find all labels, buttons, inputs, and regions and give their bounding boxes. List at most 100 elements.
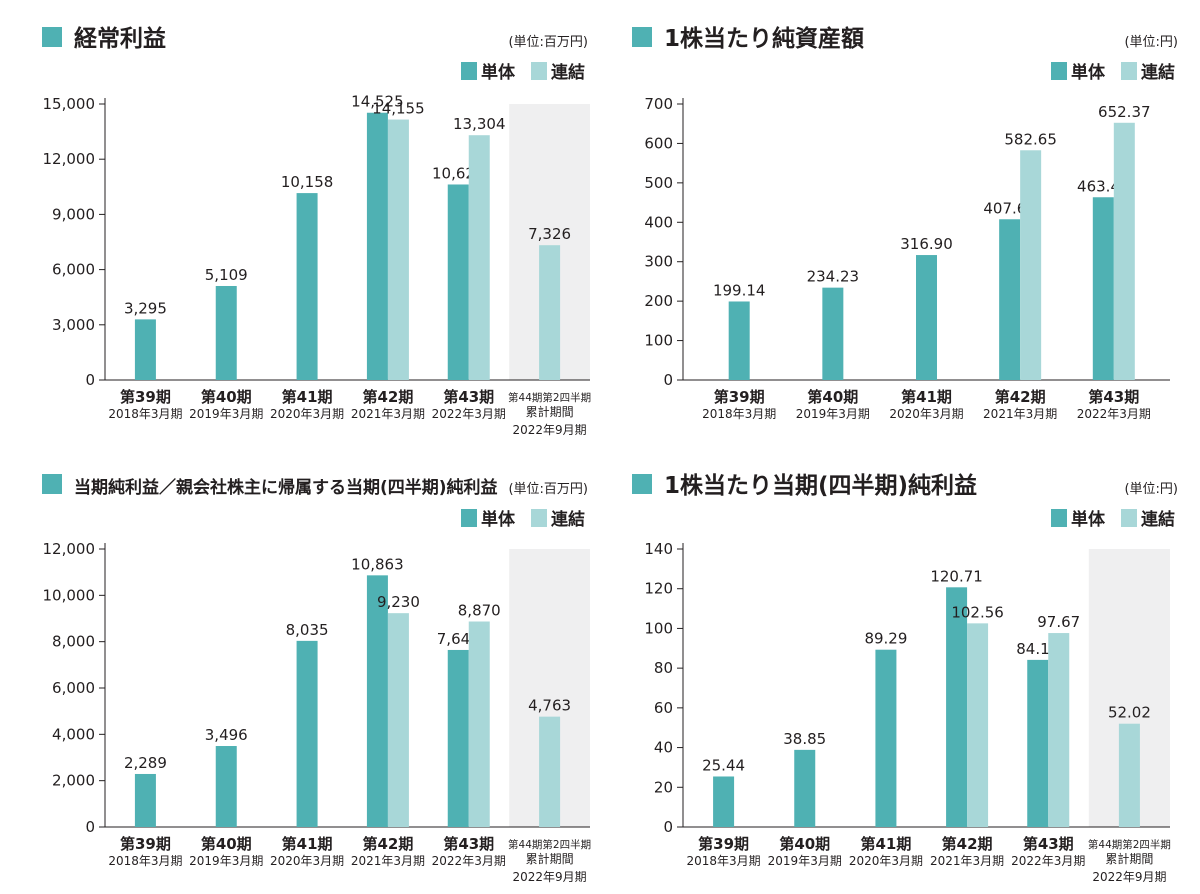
legend-label-consolidated: 連結 xyxy=(551,509,585,530)
bar-single xyxy=(1027,659,1049,827)
y-tick-label: 0 xyxy=(85,371,95,389)
y-tick-label: 700 xyxy=(644,95,673,113)
data-label: 97.67 xyxy=(1037,613,1080,631)
data-label: 582.65 xyxy=(1004,130,1057,148)
x-category-label: 第40期 xyxy=(201,835,252,853)
legend-swatch-consolidated xyxy=(1121,62,1137,80)
bar-single xyxy=(999,219,1021,380)
x-category-label: 第42期 xyxy=(942,835,993,853)
legend-swatch-consolidated xyxy=(531,62,547,80)
x-category-label: 第44期第2四半期 xyxy=(1088,838,1171,851)
x-category-date: 2020年3月期 xyxy=(270,407,344,421)
bar-single xyxy=(134,773,156,827)
data-label: 120.71 xyxy=(930,567,983,585)
x-category-date: 2019年3月期 xyxy=(768,854,842,868)
legend-label-consolidated: 連結 xyxy=(1141,62,1175,83)
bar-single xyxy=(728,301,750,380)
x-category-label: 第42期 xyxy=(362,835,413,853)
bar-single xyxy=(1092,197,1114,380)
y-tick-label: 600 xyxy=(644,134,673,152)
bar-consolidated xyxy=(387,613,409,827)
data-label: 234.23 xyxy=(807,268,860,286)
chart-svg: 経常利益 (単位:百万円) 単体 連結 0 3,000 6,000 9,000 12,000 15… xyxy=(42,25,591,437)
x-category-date: 2021年3月期 xyxy=(930,854,1004,868)
bar-single xyxy=(822,287,844,380)
y-tick-label: 2,000 xyxy=(52,772,95,790)
chart-title: 1株当たり純資産額 xyxy=(664,25,864,52)
chart-ordinary-profit: 経常利益 (単位:百万円) 単体 連結 0 3,000 6,000 9,000 12,000 15… xyxy=(10,0,600,440)
chart-title: 1株当たり当期(四半期)純利益 xyxy=(664,472,977,499)
x-category-label: 第39期 xyxy=(120,835,171,853)
x-category-date: 2018年3月期 xyxy=(702,407,776,421)
y-tick-label: 500 xyxy=(644,174,673,192)
legend: 単体 連結 xyxy=(461,62,585,83)
y-tick-label: 140 xyxy=(644,540,673,558)
x-category-date: 2020年3月期 xyxy=(270,854,344,868)
x-category-date: 2018年3月期 xyxy=(108,854,182,868)
y-tick-label: 100 xyxy=(644,619,673,637)
bar-consolidated xyxy=(539,716,561,827)
data-label: 13,304 xyxy=(453,115,506,133)
data-label: 10,863 xyxy=(351,555,404,573)
x-category-label: 第39期 xyxy=(120,388,171,406)
title-marker xyxy=(632,27,652,47)
x-category-date: 2020年3月期 xyxy=(889,407,963,421)
data-label: 10,158 xyxy=(281,173,334,191)
y-tick-label: 12,000 xyxy=(43,150,96,168)
bar-single xyxy=(946,587,968,827)
bar-single xyxy=(215,746,237,827)
bar-consolidated xyxy=(1048,633,1070,827)
x-category-label: 第40期 xyxy=(807,388,858,406)
legend-label-single: 単体 xyxy=(1071,509,1106,530)
unit-label: (単位:百万円) xyxy=(508,34,588,50)
legend-swatch-consolidated xyxy=(531,509,547,527)
x-category-date: 2022年3月期 xyxy=(1011,854,1085,868)
data-label: 9,230 xyxy=(377,593,420,611)
x-category-label: 第40期 xyxy=(201,388,252,406)
legend-label-single: 単体 xyxy=(481,509,516,530)
x-category-label: 第39期 xyxy=(714,388,765,406)
bar-single xyxy=(794,749,816,827)
bar-single xyxy=(366,575,388,827)
chart-net-income: 当期純利益／親会社株主に帰属する当期(四半期)純利益 (単位:百万円) 単体 連結 0 2… xyxy=(10,447,600,887)
data-label: 3,295 xyxy=(124,299,167,317)
y-tick-label: 100 xyxy=(644,332,673,350)
data-label: 14,525 xyxy=(351,93,404,111)
data-label: 199.14 xyxy=(713,281,766,299)
data-label: 652.37 xyxy=(1098,103,1151,121)
data-label: 316.90 xyxy=(900,235,953,253)
bar-single xyxy=(215,285,237,380)
y-tick-label: 80 xyxy=(654,659,673,677)
chart-eps: 1株当たり当期(四半期)純利益 (単位:円) 単体 連結 0 20 40 60 80 100 120… xyxy=(600,447,1190,887)
x-category-sub: 累計期間 xyxy=(526,404,574,419)
y-tick-label: 300 xyxy=(644,253,673,271)
bar-single xyxy=(134,319,156,380)
chart-svg: 当期純利益／親会社株主に帰属する当期(四半期)純利益 (単位:百万円) 単体 連結 0 2… xyxy=(42,474,591,884)
bar-consolidated xyxy=(967,623,989,827)
x-category-label: 第43期 xyxy=(1023,835,1074,853)
x-category-label: 第43期 xyxy=(443,388,494,406)
y-tick-label: 120 xyxy=(644,580,673,598)
bar-single xyxy=(366,112,388,381)
data-label: 89.29 xyxy=(864,630,907,648)
data-label: 38.85 xyxy=(783,730,826,748)
chart-title: 当期純利益／親会社株主に帰属する当期(四半期)純利益 xyxy=(74,477,498,498)
data-label: 3,496 xyxy=(205,726,248,744)
x-category-label: 第39期 xyxy=(698,835,749,853)
y-tick-label: 400 xyxy=(644,213,673,231)
x-category-label: 第43期 xyxy=(443,835,494,853)
y-tick-label: 0 xyxy=(663,818,673,836)
legend-swatch-single xyxy=(461,509,477,527)
legend-label-consolidated: 連結 xyxy=(551,62,585,83)
unit-label: (単位:円) xyxy=(1124,481,1178,497)
legend-label-consolidated: 連結 xyxy=(1141,509,1175,530)
data-label: 2,289 xyxy=(124,754,167,772)
x-category-label: 第42期 xyxy=(362,388,413,406)
y-tick-label: 10,000 xyxy=(43,586,96,604)
data-label: 102.56 xyxy=(951,603,1004,621)
x-category-label: 第41期 xyxy=(282,835,333,853)
x-category-label: 第40期 xyxy=(779,835,830,853)
y-tick-label: 40 xyxy=(654,739,673,757)
bar-single xyxy=(916,255,937,380)
data-label: 5,109 xyxy=(205,266,248,284)
